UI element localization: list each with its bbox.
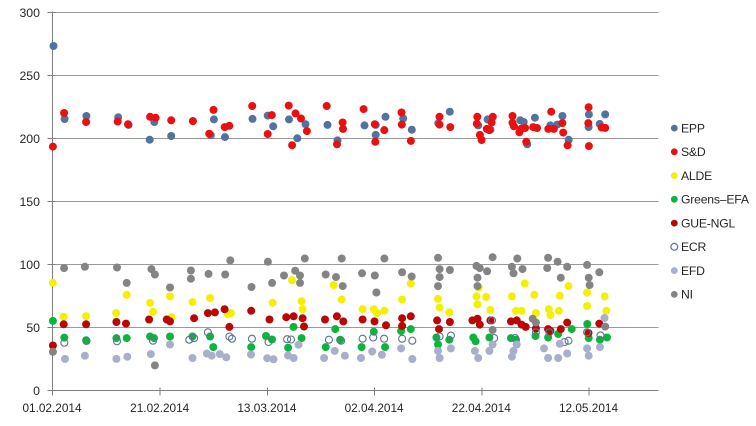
svg-text:ALDE: ALDE (681, 169, 712, 183)
svg-text:300: 300 (19, 6, 40, 20)
svg-text:S&D: S&D (681, 145, 706, 159)
svg-text:NI: NI (681, 288, 693, 302)
svg-text:EPP: EPP (681, 121, 705, 135)
svg-text:EFD: EFD (681, 264, 705, 278)
svg-text:100: 100 (19, 258, 40, 272)
svg-text:200: 200 (19, 132, 40, 146)
svg-text:02.04.2014: 02.04.2014 (345, 401, 404, 415)
svg-text:50: 50 (26, 321, 40, 335)
svg-text:22.04.2014: 22.04.2014 (452, 401, 511, 415)
svg-text:250: 250 (19, 69, 40, 83)
svg-text:12.05.2014: 12.05.2014 (559, 401, 618, 415)
svg-text:21.02.2014: 21.02.2014 (130, 401, 189, 415)
svg-text:13.03.2014: 13.03.2014 (237, 401, 296, 415)
svg-text:0: 0 (33, 384, 40, 398)
svg-text:01.02.2014: 01.02.2014 (22, 401, 81, 415)
svg-text:150: 150 (19, 195, 40, 209)
svg-text:GUE-NGL: GUE-NGL (681, 216, 736, 230)
svg-text:Greens–EFA: Greens–EFA (681, 193, 750, 207)
svg-text:ECR: ECR (681, 240, 707, 254)
